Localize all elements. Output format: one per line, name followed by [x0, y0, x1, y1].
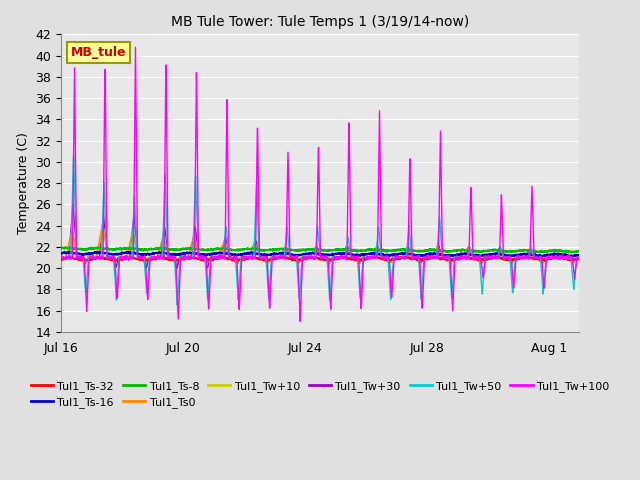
Tul1_Ts-8 — [564, 250, 572, 255]
Tul1_Tw+100 — [561, 255, 568, 261]
Line: Tul1_Tw+30: Tul1_Tw+30 — [61, 204, 579, 268]
Tul1_Ts0 — [309, 249, 317, 255]
Tul1_Ts-32 — [310, 254, 317, 260]
Tul1_Ts-8 — [561, 249, 568, 254]
Tul1_Tw+50 — [57, 254, 65, 260]
Tul1_Tw+100 — [310, 255, 317, 261]
Line: Tul1_Tw+10: Tul1_Tw+10 — [61, 226, 579, 264]
Tul1_Ts-32 — [466, 255, 474, 261]
Tul1_Ts0 — [99, 223, 106, 229]
Tul1_Tw+10 — [561, 254, 568, 260]
Tul1_Ts-16 — [561, 252, 568, 258]
Tul1_Tw+10 — [296, 257, 303, 263]
Tul1_Tw+100 — [296, 297, 303, 302]
Tul1_Tw+50 — [561, 255, 568, 261]
Tul1_Ts-32 — [83, 257, 91, 263]
Tul1_Ts0 — [561, 254, 568, 260]
Tul1_Ts-16 — [57, 250, 65, 256]
Tul1_Tw+50 — [310, 255, 317, 261]
Tul1_Tw+10 — [466, 251, 474, 257]
Line: Tul1_Ts-32: Tul1_Ts-32 — [61, 256, 579, 261]
Tul1_Tw+10 — [99, 223, 107, 228]
Tul1_Tw+30 — [575, 255, 583, 261]
Tul1_Tw+30 — [561, 255, 568, 261]
Tul1_Ts0 — [83, 256, 91, 262]
Tul1_Tw+100 — [466, 236, 474, 241]
Tul1_Tw+30 — [466, 245, 474, 251]
Tul1_Tw+10 — [83, 256, 91, 262]
Tul1_Ts-8 — [309, 246, 317, 252]
Tul1_Ts0 — [575, 255, 583, 261]
Tul1_Ts-8 — [84, 246, 92, 252]
Tul1_Tw+10 — [355, 261, 363, 266]
Line: Tul1_Ts0: Tul1_Ts0 — [61, 226, 579, 264]
Tul1_Tw+50 — [70, 154, 77, 159]
Title: MB Tule Tower: Tule Temps 1 (3/19/14-now): MB Tule Tower: Tule Temps 1 (3/19/14-now… — [171, 15, 469, 29]
Tul1_Ts-8 — [575, 248, 583, 254]
Tul1_Tw+30 — [84, 256, 92, 262]
Tul1_Tw+30 — [296, 259, 303, 264]
Tul1_Ts-16 — [159, 249, 167, 254]
Line: Tul1_Ts-8: Tul1_Ts-8 — [61, 247, 579, 252]
Tul1_Tw+100 — [83, 297, 91, 302]
Text: MB_tule: MB_tule — [71, 46, 127, 59]
Tul1_Tw+30 — [561, 254, 568, 260]
Tul1_Tw+100 — [575, 255, 583, 261]
Tul1_Ts-32 — [57, 256, 65, 262]
Tul1_Ts-32 — [296, 257, 303, 263]
Tul1_Ts-32 — [247, 253, 255, 259]
Tul1_Ts-32 — [561, 255, 568, 261]
Tul1_Ts-16 — [83, 251, 91, 257]
Tul1_Ts-8 — [465, 248, 473, 254]
Tul1_Tw+10 — [561, 255, 568, 261]
Line: Tul1_Tw+100: Tul1_Tw+100 — [61, 47, 579, 322]
Line: Tul1_Ts-16: Tul1_Ts-16 — [61, 252, 579, 257]
Tul1_Tw+100 — [57, 254, 65, 260]
Tul1_Ts0 — [561, 255, 568, 261]
Tul1_Ts-16 — [296, 252, 303, 258]
Tul1_Tw+50 — [561, 254, 568, 260]
Tul1_Ts-32 — [575, 255, 583, 261]
Tul1_Ts0 — [57, 254, 65, 260]
Tul1_Ts-32 — [561, 256, 568, 262]
Tul1_Tw+10 — [57, 254, 65, 260]
Line: Tul1_Tw+50: Tul1_Tw+50 — [61, 156, 579, 305]
Tul1_Ts-16 — [575, 252, 583, 258]
Tul1_Ts-8 — [66, 244, 74, 250]
Legend: Tul1_Ts-32, Tul1_Ts-16, Tul1_Ts-8, Tul1_Ts0, Tul1_Tw+10, Tul1_Tw+30, Tul1_Tw+50,: Tul1_Ts-32, Tul1_Ts-16, Tul1_Ts-8, Tul1_… — [26, 376, 614, 412]
Tul1_Tw+30 — [69, 201, 77, 207]
Tul1_Ts-8 — [296, 248, 303, 253]
Tul1_Ts-16 — [561, 252, 568, 258]
Tul1_Tw+100 — [561, 254, 568, 260]
Tul1_Tw+100 — [132, 44, 140, 50]
Tul1_Tw+10 — [309, 253, 317, 259]
Tul1_Ts-16 — [309, 250, 317, 256]
Tul1_Ts-16 — [539, 254, 547, 260]
Tul1_Tw+50 — [84, 269, 92, 275]
Tul1_Tw+50 — [466, 247, 474, 253]
Y-axis label: Temperature (C): Temperature (C) — [17, 132, 29, 234]
Tul1_Tw+30 — [57, 254, 65, 260]
Tul1_Ts-32 — [145, 258, 152, 264]
Tul1_Tw+50 — [296, 292, 303, 298]
Tul1_Tw+50 — [575, 255, 583, 261]
Tul1_Ts-8 — [561, 248, 568, 254]
Tul1_Tw+10 — [575, 255, 583, 261]
Tul1_Ts0 — [296, 257, 303, 263]
Tul1_Tw+30 — [173, 265, 180, 271]
Tul1_Ts-8 — [57, 246, 65, 252]
Tul1_Tw+100 — [296, 319, 304, 324]
Tul1_Ts0 — [465, 246, 473, 252]
Tul1_Ts0 — [568, 262, 576, 267]
Tul1_Tw+30 — [310, 253, 317, 259]
Tul1_Tw+50 — [173, 302, 181, 308]
Tul1_Ts-16 — [465, 251, 473, 257]
